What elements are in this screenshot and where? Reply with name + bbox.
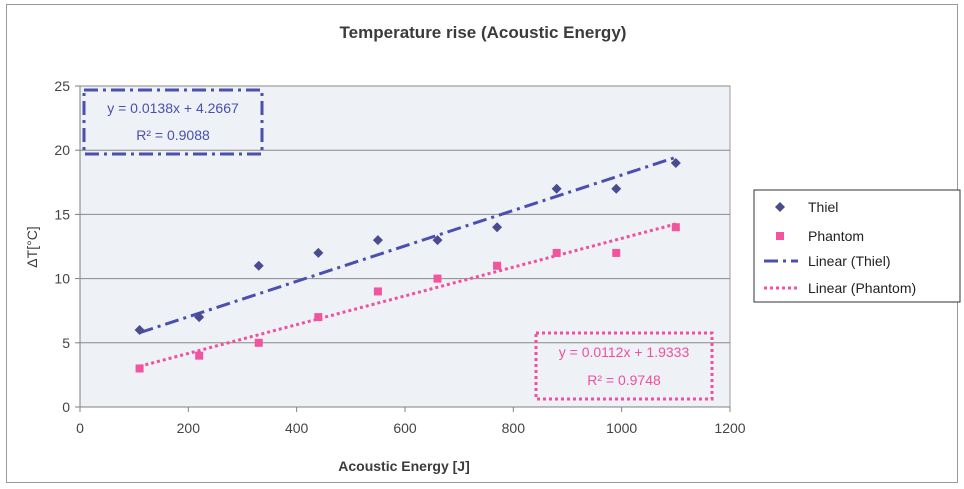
- point-phantom-2: [254, 338, 263, 347]
- phantom-equation: y = 0.0112x + 1.9333: [559, 344, 690, 360]
- point-thiel-1: [194, 312, 205, 323]
- chart-title: Temperature rise (Acoustic Energy): [340, 23, 627, 42]
- point-thiel-7: [551, 183, 562, 194]
- phantom-r2: R² = 0.9748: [587, 372, 661, 388]
- tick-label-x-0: 0: [76, 420, 84, 436]
- point-phantom-5: [433, 274, 442, 283]
- data-points: [134, 158, 681, 373]
- legend-box: [753, 189, 961, 303]
- legend-linear-thiel: Linear (Thiel): [808, 253, 890, 269]
- point-thiel-0: [134, 324, 145, 335]
- point-thiel-4: [372, 235, 383, 246]
- x-axis-label: Acoustic Energy [J]: [338, 458, 469, 474]
- tick-label-x-400: 400: [285, 420, 309, 436]
- tick-label-y-10: 10: [54, 271, 70, 287]
- point-phantom-1: [195, 351, 204, 360]
- thiel-equation: y = 0.0138x + 4.2667: [107, 100, 239, 116]
- tick-label-x-800: 800: [502, 420, 526, 436]
- thiel-r2: R² = 0.9088: [136, 127, 210, 143]
- legend-linear-phantom: Linear (Phantom): [808, 280, 916, 296]
- trendline-phantom: [139, 222, 677, 368]
- legend-phantom: Phantom: [808, 228, 864, 244]
- tick-label-y-15: 15: [54, 206, 70, 222]
- point-phantom-4: [373, 287, 382, 296]
- point-thiel-3: [313, 247, 324, 258]
- point-thiel-2: [253, 260, 264, 271]
- point-thiel-9: [670, 158, 681, 169]
- y-axis-label: ΔT[°C]: [24, 226, 40, 267]
- trendline-thiel: [139, 155, 677, 335]
- legend-thiel-marker: [775, 202, 785, 212]
- point-phantom-7: [552, 248, 561, 257]
- point-phantom-8: [612, 248, 621, 257]
- tick-label-x-1000: 1000: [606, 420, 637, 436]
- legend-thiel: Thiel: [808, 199, 838, 215]
- thiel-equation-box: [82, 88, 264, 156]
- point-phantom-0: [135, 364, 144, 373]
- axes: [75, 85, 731, 412]
- point-thiel-6: [492, 222, 503, 233]
- point-phantom-9: [671, 223, 680, 232]
- tick-label-y-5: 5: [62, 335, 70, 351]
- tick-label-x-1200: 1200: [714, 420, 745, 436]
- tick-label-y-20: 20: [54, 142, 70, 158]
- legend: Thiel Phantom Linear (Thiel) Linear (Pha…: [753, 189, 961, 303]
- legend-phantom-marker: [776, 232, 784, 240]
- tick-label-y-25: 25: [54, 78, 70, 94]
- trendlines: [139, 155, 677, 368]
- grid-lines: [80, 85, 730, 344]
- tick-label-y-0: 0: [62, 399, 70, 415]
- point-phantom-6: [493, 261, 502, 270]
- point-phantom-3: [314, 313, 323, 322]
- tick-labels: 0 5 10 15 20 25 0 200 400 600 800 1000 1200: [54, 78, 745, 436]
- tick-label-x-600: 600: [393, 420, 417, 436]
- point-thiel-8: [611, 183, 622, 194]
- phantom-equation-box: [534, 331, 714, 401]
- tick-label-x-200: 200: [177, 420, 201, 436]
- point-thiel-5: [432, 235, 443, 246]
